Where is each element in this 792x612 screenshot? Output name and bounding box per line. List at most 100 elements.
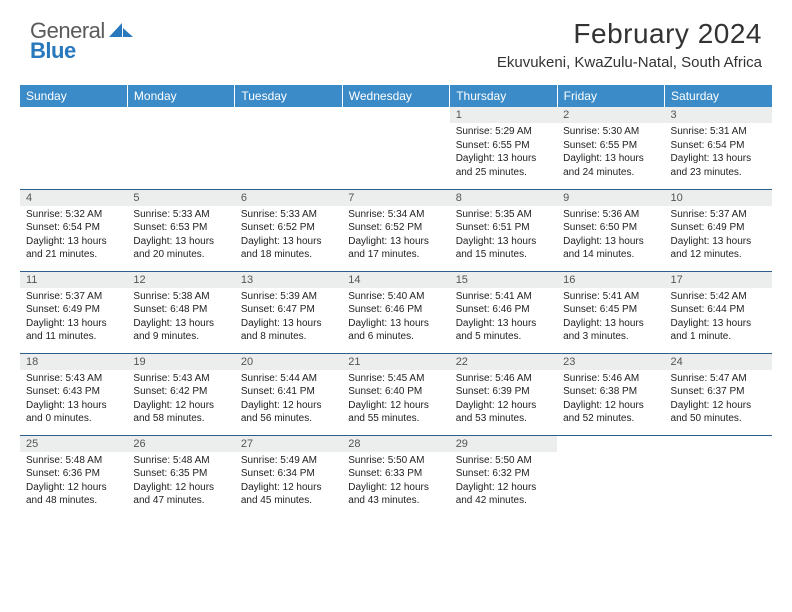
day-header: Wednesday	[342, 85, 449, 107]
day-header: Monday	[127, 85, 234, 107]
day-number: 16	[557, 272, 664, 288]
day-header: Saturday	[665, 85, 772, 107]
calendar-cell: 10Sunrise: 5:37 AMSunset: 6:49 PMDayligh…	[665, 189, 772, 271]
day-number: 15	[450, 272, 557, 288]
calendar-cell: 20Sunrise: 5:44 AMSunset: 6:41 PMDayligh…	[235, 353, 342, 435]
calendar-cell	[20, 107, 127, 189]
day-number: 19	[127, 354, 234, 370]
calendar-cell	[557, 435, 664, 517]
day-details: Sunrise: 5:32 AMSunset: 6:54 PMDaylight:…	[20, 206, 127, 266]
calendar-cell: 16Sunrise: 5:41 AMSunset: 6:45 PMDayligh…	[557, 271, 664, 353]
day-number: 21	[342, 354, 449, 370]
brand-text: General Blue	[30, 18, 133, 64]
day-details: Sunrise: 5:45 AMSunset: 6:40 PMDaylight:…	[342, 370, 449, 430]
day-details: Sunrise: 5:35 AMSunset: 6:51 PMDaylight:…	[450, 206, 557, 266]
day-details: Sunrise: 5:37 AMSunset: 6:49 PMDaylight:…	[665, 206, 772, 266]
day-details: Sunrise: 5:48 AMSunset: 6:35 PMDaylight:…	[127, 452, 234, 512]
day-number: 9	[557, 190, 664, 206]
day-number: 24	[665, 354, 772, 370]
day-header: Tuesday	[235, 85, 342, 107]
day-details: Sunrise: 5:48 AMSunset: 6:36 PMDaylight:…	[20, 452, 127, 512]
day-number: 10	[665, 190, 772, 206]
day-details: Sunrise: 5:44 AMSunset: 6:41 PMDaylight:…	[235, 370, 342, 430]
calendar-row: 11Sunrise: 5:37 AMSunset: 6:49 PMDayligh…	[20, 271, 772, 353]
day-details: Sunrise: 5:37 AMSunset: 6:49 PMDaylight:…	[20, 288, 127, 348]
calendar-cell: 24Sunrise: 5:47 AMSunset: 6:37 PMDayligh…	[665, 353, 772, 435]
calendar-cell: 21Sunrise: 5:45 AMSunset: 6:40 PMDayligh…	[342, 353, 449, 435]
day-details: Sunrise: 5:39 AMSunset: 6:47 PMDaylight:…	[235, 288, 342, 348]
calendar-cell: 14Sunrise: 5:40 AMSunset: 6:46 PMDayligh…	[342, 271, 449, 353]
calendar-cell: 18Sunrise: 5:43 AMSunset: 6:43 PMDayligh…	[20, 353, 127, 435]
sail-icon	[109, 20, 133, 43]
day-header: Friday	[557, 85, 664, 107]
day-number: 28	[342, 436, 449, 452]
day-number: 1	[450, 107, 557, 123]
day-details: Sunrise: 5:40 AMSunset: 6:46 PMDaylight:…	[342, 288, 449, 348]
day-details: Sunrise: 5:50 AMSunset: 6:32 PMDaylight:…	[450, 452, 557, 512]
day-details: Sunrise: 5:46 AMSunset: 6:39 PMDaylight:…	[450, 370, 557, 430]
calendar-row: 4Sunrise: 5:32 AMSunset: 6:54 PMDaylight…	[20, 189, 772, 271]
day-number: 29	[450, 436, 557, 452]
day-details: Sunrise: 5:33 AMSunset: 6:52 PMDaylight:…	[235, 206, 342, 266]
calendar-cell: 7Sunrise: 5:34 AMSunset: 6:52 PMDaylight…	[342, 189, 449, 271]
calendar-row: 18Sunrise: 5:43 AMSunset: 6:43 PMDayligh…	[20, 353, 772, 435]
calendar-cell: 11Sunrise: 5:37 AMSunset: 6:49 PMDayligh…	[20, 271, 127, 353]
day-header-row: SundayMondayTuesdayWednesdayThursdayFrid…	[20, 85, 772, 107]
day-number: 25	[20, 436, 127, 452]
calendar-cell: 3Sunrise: 5:31 AMSunset: 6:54 PMDaylight…	[665, 107, 772, 189]
day-details: Sunrise: 5:30 AMSunset: 6:55 PMDaylight:…	[557, 123, 664, 183]
calendar-table: SundayMondayTuesdayWednesdayThursdayFrid…	[20, 85, 772, 517]
calendar-cell: 4Sunrise: 5:32 AMSunset: 6:54 PMDaylight…	[20, 189, 127, 271]
day-details: Sunrise: 5:41 AMSunset: 6:45 PMDaylight:…	[557, 288, 664, 348]
calendar-cell: 9Sunrise: 5:36 AMSunset: 6:50 PMDaylight…	[557, 189, 664, 271]
day-details: Sunrise: 5:41 AMSunset: 6:46 PMDaylight:…	[450, 288, 557, 348]
calendar-cell: 5Sunrise: 5:33 AMSunset: 6:53 PMDaylight…	[127, 189, 234, 271]
calendar-cell: 8Sunrise: 5:35 AMSunset: 6:51 PMDaylight…	[450, 189, 557, 271]
day-details: Sunrise: 5:36 AMSunset: 6:50 PMDaylight:…	[557, 206, 664, 266]
calendar-cell: 6Sunrise: 5:33 AMSunset: 6:52 PMDaylight…	[235, 189, 342, 271]
day-details: Sunrise: 5:38 AMSunset: 6:48 PMDaylight:…	[127, 288, 234, 348]
day-details: Sunrise: 5:47 AMSunset: 6:37 PMDaylight:…	[665, 370, 772, 430]
day-details: Sunrise: 5:49 AMSunset: 6:34 PMDaylight:…	[235, 452, 342, 512]
day-details: Sunrise: 5:43 AMSunset: 6:43 PMDaylight:…	[20, 370, 127, 430]
day-details: Sunrise: 5:43 AMSunset: 6:42 PMDaylight:…	[127, 370, 234, 430]
calendar-cell: 2Sunrise: 5:30 AMSunset: 6:55 PMDaylight…	[557, 107, 664, 189]
day-number: 4	[20, 190, 127, 206]
calendar-cell	[235, 107, 342, 189]
calendar-cell: 12Sunrise: 5:38 AMSunset: 6:48 PMDayligh…	[127, 271, 234, 353]
day-number: 7	[342, 190, 449, 206]
page-title: February 2024	[497, 18, 762, 50]
title-block: February 2024 Ekuvukeni, KwaZulu-Natal, …	[497, 18, 762, 71]
day-number: 27	[235, 436, 342, 452]
day-number: 3	[665, 107, 772, 123]
day-number: 8	[450, 190, 557, 206]
day-number: 20	[235, 354, 342, 370]
day-number: 12	[127, 272, 234, 288]
calendar-cell	[665, 435, 772, 517]
day-number: 22	[450, 354, 557, 370]
day-number: 2	[557, 107, 664, 123]
calendar-cell: 19Sunrise: 5:43 AMSunset: 6:42 PMDayligh…	[127, 353, 234, 435]
day-details: Sunrise: 5:50 AMSunset: 6:33 PMDaylight:…	[342, 452, 449, 512]
day-number: 5	[127, 190, 234, 206]
day-number: 23	[557, 354, 664, 370]
calendar-cell	[342, 107, 449, 189]
day-number: 13	[235, 272, 342, 288]
brand-logo: General Blue	[30, 18, 133, 64]
day-header: Thursday	[450, 85, 557, 107]
calendar-cell: 13Sunrise: 5:39 AMSunset: 6:47 PMDayligh…	[235, 271, 342, 353]
calendar-cell	[127, 107, 234, 189]
location-text: Ekuvukeni, KwaZulu-Natal, South Africa	[497, 54, 762, 71]
day-details: Sunrise: 5:34 AMSunset: 6:52 PMDaylight:…	[342, 206, 449, 266]
day-number: 6	[235, 190, 342, 206]
calendar-cell: 28Sunrise: 5:50 AMSunset: 6:33 PMDayligh…	[342, 435, 449, 517]
calendar-row: 25Sunrise: 5:48 AMSunset: 6:36 PMDayligh…	[20, 435, 772, 517]
day-number: 11	[20, 272, 127, 288]
calendar-cell: 1Sunrise: 5:29 AMSunset: 6:55 PMDaylight…	[450, 107, 557, 189]
calendar-row: 1Sunrise: 5:29 AMSunset: 6:55 PMDaylight…	[20, 107, 772, 189]
day-number: 17	[665, 272, 772, 288]
day-details: Sunrise: 5:31 AMSunset: 6:54 PMDaylight:…	[665, 123, 772, 183]
calendar-cell: 23Sunrise: 5:46 AMSunset: 6:38 PMDayligh…	[557, 353, 664, 435]
calendar-cell: 25Sunrise: 5:48 AMSunset: 6:36 PMDayligh…	[20, 435, 127, 517]
day-details: Sunrise: 5:33 AMSunset: 6:53 PMDaylight:…	[127, 206, 234, 266]
